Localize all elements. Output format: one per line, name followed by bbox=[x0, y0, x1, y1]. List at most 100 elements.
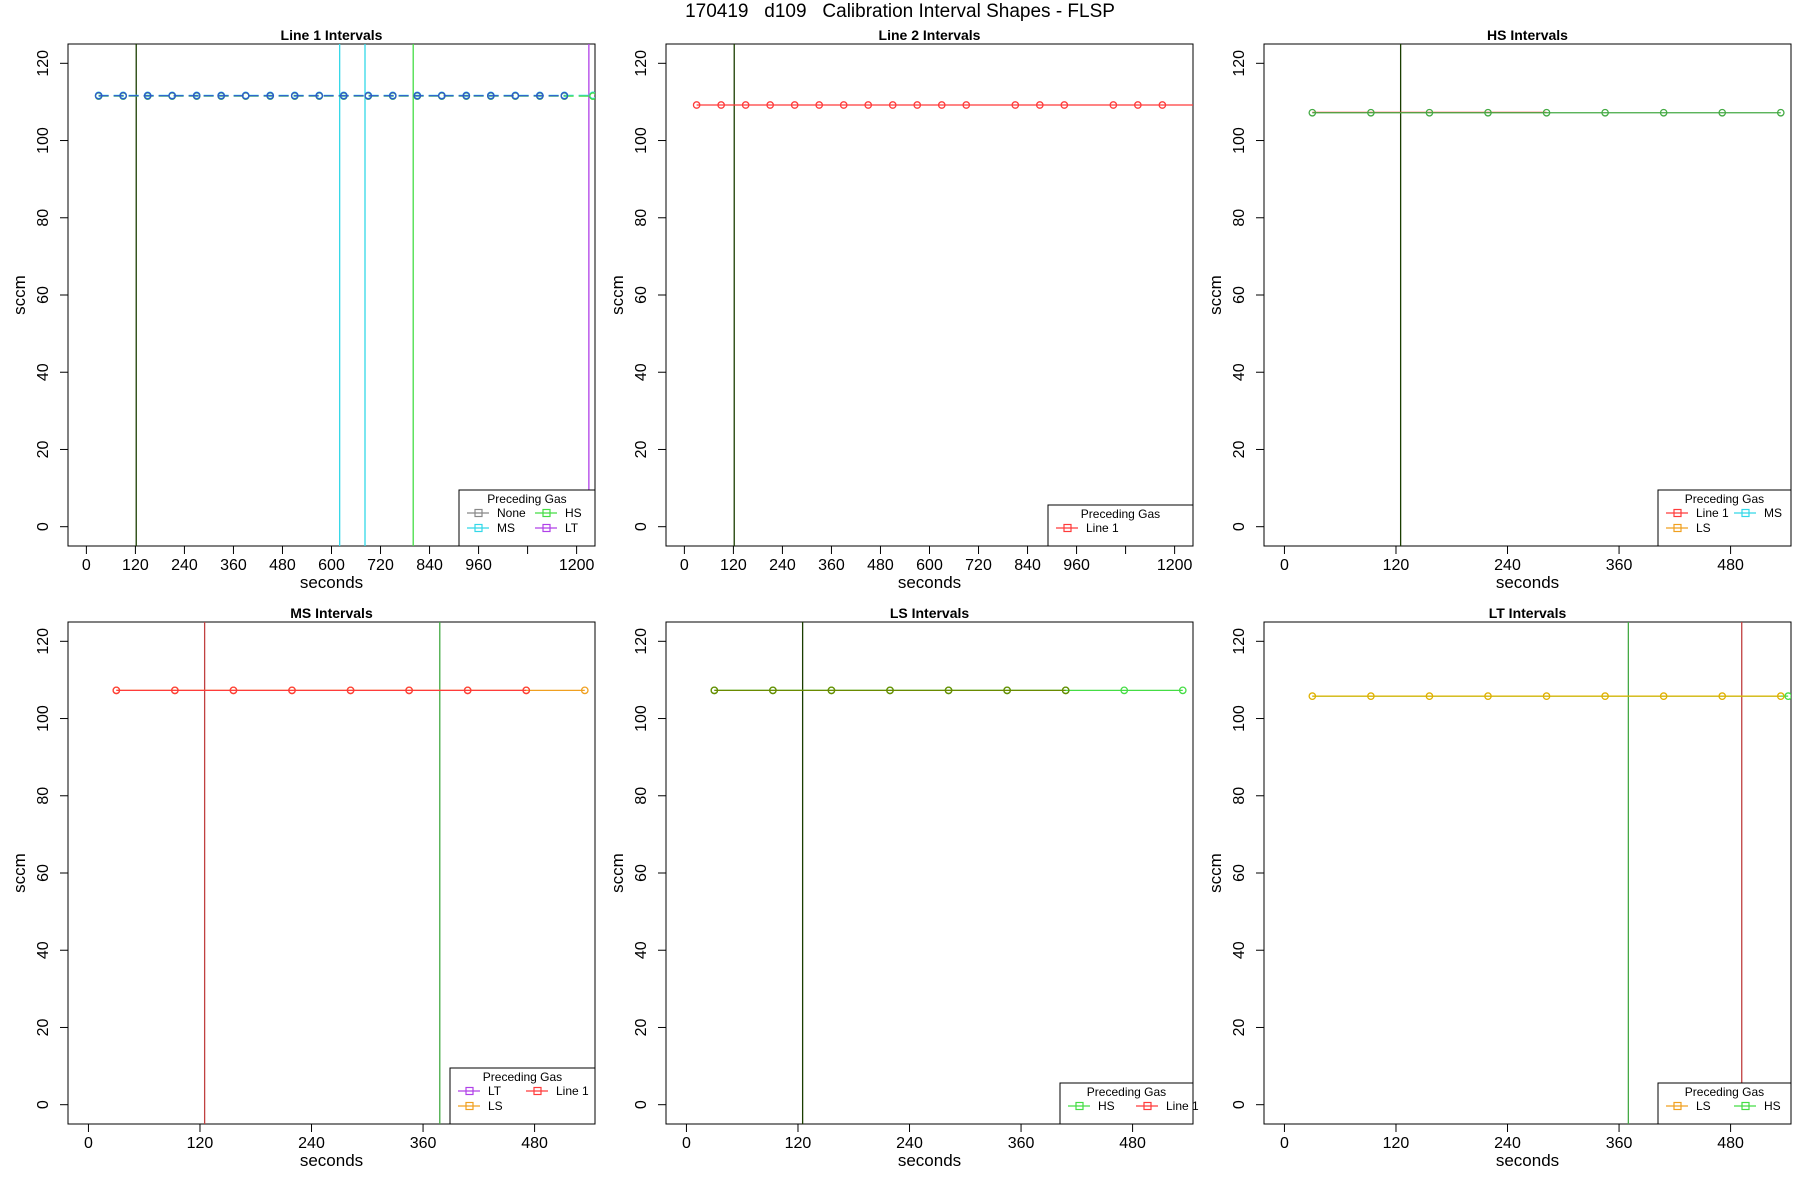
data-point bbox=[962, 101, 971, 109]
data-point bbox=[580, 686, 589, 695]
legend-entry-label: LT bbox=[565, 521, 579, 535]
data-point bbox=[143, 91, 152, 100]
y-tick-label: 0 bbox=[35, 1100, 52, 1109]
plot-frame bbox=[665, 43, 1194, 547]
figure-title: 170419 d109 Calibration Interval Shapes … bbox=[685, 1, 1115, 22]
x-tick-label: 1200 bbox=[559, 557, 595, 574]
legend-entry-label: HS bbox=[1764, 1099, 1781, 1113]
data-point bbox=[168, 91, 177, 100]
y-tick-label: 100 bbox=[35, 705, 52, 732]
legend-entry-label: HS bbox=[1098, 1099, 1115, 1113]
y-tick-label: 60 bbox=[1231, 286, 1248, 304]
data-point bbox=[511, 91, 520, 100]
plot-frame bbox=[67, 621, 596, 1125]
plot-area bbox=[710, 622, 1187, 1124]
y-tick-label: 60 bbox=[1231, 864, 1248, 882]
panel-6: LT Intervals 0 120 240 360 480 0 20 40 60 80 100 120… bbox=[1206, 605, 1792, 1170]
y-tick-label: 20 bbox=[35, 1018, 52, 1036]
x-tick-label: 120 bbox=[720, 557, 747, 574]
data-point bbox=[346, 686, 355, 695]
data-point bbox=[1784, 692, 1791, 700]
x-tick-label: 840 bbox=[416, 557, 443, 574]
y-tick-label: 60 bbox=[633, 286, 650, 304]
data-point bbox=[560, 91, 569, 100]
x-tick-label: 240 bbox=[171, 557, 198, 574]
plot-frame bbox=[1263, 43, 1792, 547]
legend-box bbox=[1657, 489, 1792, 547]
legend-entry-label: Line 1 bbox=[1696, 506, 1729, 520]
legend-swatch-marker bbox=[474, 508, 483, 518]
data-point bbox=[1367, 692, 1375, 700]
legend-swatch-marker bbox=[1741, 508, 1750, 518]
data-point bbox=[315, 91, 324, 100]
x-tick-label: 720 bbox=[965, 557, 992, 574]
x-tick-label: 480 bbox=[521, 1135, 548, 1152]
plot-area bbox=[692, 44, 1193, 546]
panel-title: MS Intervals bbox=[290, 605, 373, 621]
legend-title: Preceding Gas bbox=[483, 1070, 562, 1084]
x-tick-label: 120 bbox=[1383, 557, 1410, 574]
data-point bbox=[1425, 692, 1434, 700]
data-point bbox=[217, 91, 226, 100]
x-tick-label: 120 bbox=[122, 557, 149, 574]
x-tick-label: 960 bbox=[465, 557, 492, 574]
y-tick-label: 40 bbox=[1231, 941, 1248, 959]
data-point bbox=[1776, 692, 1785, 700]
data-point bbox=[1158, 101, 1167, 109]
x-tick-label: 1200 bbox=[1157, 557, 1193, 574]
x-tick-label: 480 bbox=[269, 557, 296, 574]
x-tick-label: 480 bbox=[1717, 557, 1744, 574]
x-tick-label: 480 bbox=[867, 557, 894, 574]
data-point bbox=[1542, 108, 1551, 117]
legend-swatch-marker bbox=[1143, 1101, 1152, 1111]
x-tick-label: 600 bbox=[318, 557, 345, 574]
data-point bbox=[1776, 108, 1785, 117]
y-tick-label: 60 bbox=[35, 286, 52, 304]
y-tick-label: 40 bbox=[1231, 363, 1248, 381]
data-point bbox=[229, 686, 238, 695]
data-point bbox=[437, 91, 446, 100]
panel-4: MS Intervals 0 120 240 360 480 0 20 40 60 80 100 120… bbox=[10, 605, 596, 1170]
data-point bbox=[119, 91, 128, 100]
data-point bbox=[1178, 686, 1187, 695]
data-point bbox=[1718, 692, 1727, 700]
data-point bbox=[1133, 101, 1142, 109]
x-tick-label: 0 bbox=[84, 1135, 93, 1152]
data-point bbox=[1601, 108, 1609, 117]
data-point bbox=[692, 101, 701, 109]
y-tick-label: 40 bbox=[35, 363, 52, 381]
x-tick-label: 360 bbox=[1606, 557, 1633, 574]
x-tick-label: 240 bbox=[1494, 557, 1521, 574]
legend-swatch-marker bbox=[1673, 508, 1682, 518]
data-point bbox=[364, 91, 373, 100]
data-point bbox=[710, 686, 719, 695]
data-point bbox=[1061, 686, 1070, 695]
data-point bbox=[1367, 108, 1375, 117]
legend-swatch-marker bbox=[1673, 1101, 1682, 1111]
data-point bbox=[288, 686, 296, 695]
data-point bbox=[413, 91, 422, 100]
data-point bbox=[717, 101, 726, 109]
legend-entry-label: LS bbox=[488, 1099, 503, 1113]
legend-swatch-marker bbox=[542, 523, 551, 533]
y-tick-label: 120 bbox=[1231, 628, 1248, 655]
legend-entry-label: HS bbox=[565, 506, 582, 520]
x-tick-label: 0 bbox=[1280, 1135, 1289, 1152]
legend-box bbox=[1657, 1082, 1792, 1125]
y-tick-label: 120 bbox=[633, 628, 650, 655]
x-tick-label: 0 bbox=[82, 557, 91, 574]
data-point bbox=[937, 101, 946, 109]
legend-entry-label: MS bbox=[1764, 506, 1782, 520]
data-point bbox=[741, 101, 750, 109]
legend-entry-label: Line 1 bbox=[1166, 1099, 1199, 1113]
panel-title: LT Intervals bbox=[1489, 605, 1567, 621]
x-tick-label: 0 bbox=[680, 557, 689, 574]
y-tick-label: 80 bbox=[35, 209, 52, 227]
data-point bbox=[1120, 686, 1129, 695]
data-point bbox=[388, 91, 397, 100]
x-tick-label: 480 bbox=[1119, 1135, 1146, 1152]
